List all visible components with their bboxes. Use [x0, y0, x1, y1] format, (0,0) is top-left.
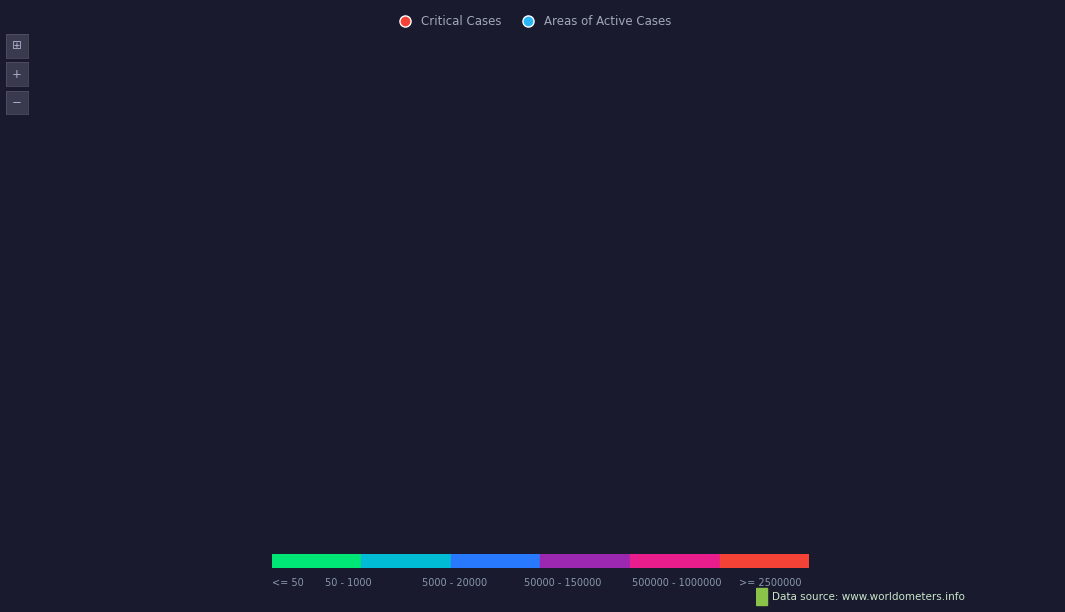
Legend: Critical Cases, Areas of Active Cases: Critical Cases, Areas of Active Cases — [389, 10, 676, 32]
Text: −: − — [12, 95, 22, 109]
Text: Data source: www.worldometers.info: Data source: www.worldometers.info — [771, 592, 965, 602]
Text: +: + — [12, 67, 22, 81]
Text: ⊞: ⊞ — [12, 39, 22, 53]
Bar — [756, 588, 767, 605]
Text: >= 2500000: >= 2500000 — [739, 578, 802, 588]
Text: 500000 - 1000000: 500000 - 1000000 — [632, 578, 721, 588]
Bar — [272, 554, 361, 568]
Text: 50000 - 150000: 50000 - 150000 — [524, 578, 602, 588]
Bar — [720, 554, 809, 568]
Bar — [361, 554, 450, 568]
Text: 5000 - 20000: 5000 - 20000 — [422, 578, 488, 588]
Bar — [630, 554, 720, 568]
Text: 50 - 1000: 50 - 1000 — [326, 578, 372, 588]
Bar — [450, 554, 541, 568]
Text: <= 50: <= 50 — [272, 578, 304, 588]
Bar — [540, 554, 630, 568]
